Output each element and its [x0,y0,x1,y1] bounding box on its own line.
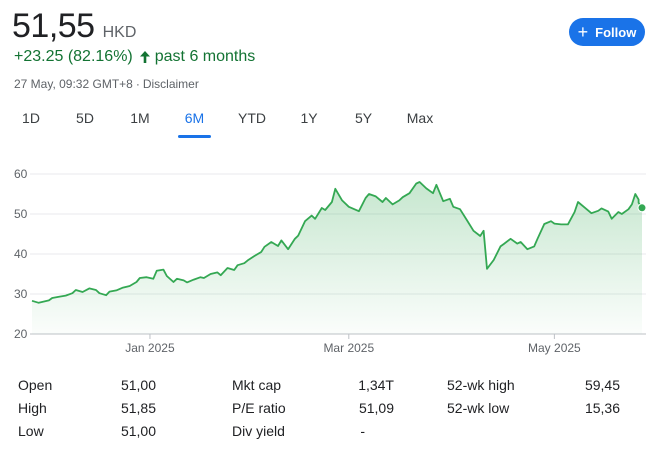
stat-52wk-low: 52-wk low 15,36 [447,397,620,419]
price-chart-svg: 20 30 40 50 60 Jan 2025 Mar 2025 May 2025 [14,167,647,355]
tab-label: 1M [130,110,150,126]
stat-value: 59,45 [584,377,620,393]
stat-label: 52-wk low [447,400,510,416]
stat-value: 51,00 [120,377,156,393]
stat-value: 15,36 [584,400,620,416]
tab-label: 1D [22,110,40,126]
price-chart[interactable]: 20 30 40 50 60 Jan 2025 Mar 2025 May 2025 [0,150,660,365]
timestamp: 27 May, 09:32 GMT+8 [14,77,133,91]
y-tick-label: 30 [14,287,28,301]
stat-label: Mkt cap [232,377,282,393]
stat-label: High [18,400,47,416]
tab-label: Max [406,110,434,126]
stat-high: High 51,85 [18,397,156,419]
stat-div-yield: Div yield - [232,420,365,442]
tab-label: 5D [76,110,94,126]
price-line [31,181,643,304]
quote-header: 51,55 HKD [12,6,136,46]
stat-value: 51,09 [358,400,394,416]
tab-5y[interactable]: 5Y [347,110,380,136]
y-tick-label: 40 [14,247,28,261]
separator-dot: · [135,77,140,91]
arrow-up-icon [139,51,150,63]
stat-low: Low 51,00 [18,420,156,442]
tab-label: 5Y [354,110,373,126]
y-tick-label: 50 [14,207,28,221]
plus-icon: + [577,22,589,42]
tab-label: 6M [184,110,205,126]
quote-meta: 27 May, 09:32 GMT+8 · Disclaimer [14,77,199,91]
change-value: +23.25 (82.16%) [14,48,133,65]
stat-pe-ratio: P/E ratio 51,09 [232,397,394,419]
tab-label: 1Y [300,110,318,126]
change-period: past 6 months [154,48,256,65]
stat-52wk-high: 52-wk high 59,45 [447,374,620,396]
price-area-fill [32,182,642,334]
follow-label: Follow [595,24,637,40]
stat-label: Open [18,377,53,393]
stat-value: 51,85 [120,400,156,416]
stat-value: 51,00 [120,423,156,439]
tab-ytd[interactable]: YTD [231,110,273,136]
stat-label: Div yield [232,423,285,439]
stat-mkt-cap: Mkt cap 1,34T [232,374,394,396]
tab-1m[interactable]: 1M [122,110,158,136]
active-tab-indicator [178,135,211,138]
y-tick-label: 20 [14,327,28,341]
key-stats: Open 51,00 High 51,85 Low 51,00 Mkt cap … [0,372,660,452]
stat-open: Open 51,00 [18,374,156,396]
x-tick-label: Jan 2025 [125,341,175,355]
stat-label: P/E ratio [232,400,286,416]
tab-max[interactable]: Max [400,110,440,136]
price-change: +23.25 (82.16%) past 6 months [14,48,255,66]
tab-1d[interactable]: 1D [14,110,48,136]
y-tick-label: 60 [14,167,28,181]
tab-1y[interactable]: 1Y [293,110,325,136]
tab-5d[interactable]: 5D [68,110,102,136]
follow-button[interactable]: + Follow [569,18,645,46]
last-price-marker [637,203,647,213]
x-tick-label: Mar 2025 [323,341,374,355]
tab-6m[interactable]: 6M [178,110,211,138]
x-tick-label: May 2025 [528,341,581,355]
stat-label: Low [18,423,44,439]
tab-label: YTD [238,110,266,126]
stat-value: - [360,423,365,439]
stat-value: 1,34T [358,377,394,393]
stat-label: 52-wk high [447,377,515,393]
currency-code: HKD [102,24,137,41]
current-price: 51,55 [12,7,95,45]
disclaimer-link[interactable]: Disclaimer [142,77,199,91]
